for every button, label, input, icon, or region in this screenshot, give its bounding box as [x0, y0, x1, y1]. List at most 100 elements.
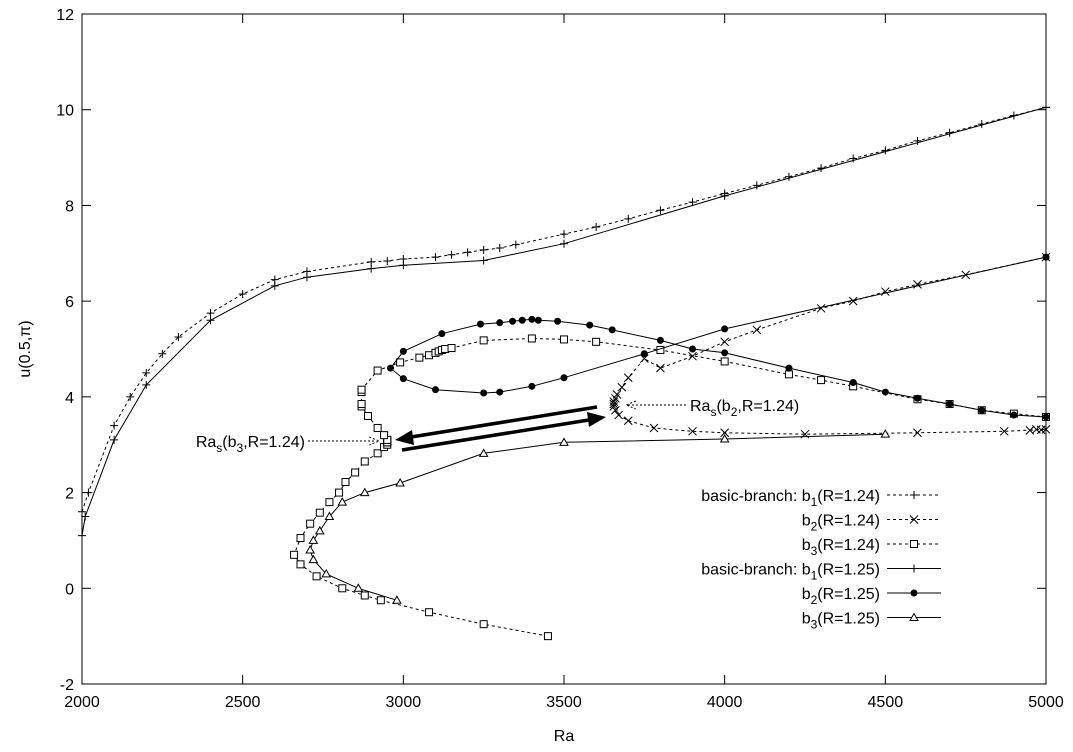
data-point — [999, 426, 1009, 436]
series-line — [293, 337, 1047, 637]
data-point — [784, 370, 793, 379]
data-point — [305, 544, 316, 554]
data-point — [206, 316, 215, 325]
data-point — [158, 349, 167, 358]
data-point — [479, 336, 488, 345]
legend-entry: b3(R=1.25) — [802, 611, 941, 632]
data-point — [1042, 413, 1050, 421]
data-point — [528, 382, 536, 390]
data-point — [399, 261, 408, 270]
data-point — [395, 477, 405, 487]
legend-entry: b2(R=1.25) — [802, 586, 941, 607]
data-point — [689, 345, 697, 353]
data-point — [367, 264, 376, 273]
data-point — [447, 344, 456, 353]
series-1 — [78, 103, 1050, 516]
data-point — [1010, 411, 1018, 419]
data-point — [719, 433, 730, 443]
legend-label: b3(R=1.25) — [802, 611, 880, 632]
data-point — [296, 534, 305, 543]
data-point — [592, 222, 601, 231]
data-point — [752, 181, 761, 190]
data-point — [528, 315, 536, 323]
data-point — [608, 326, 616, 334]
data-point — [296, 560, 305, 569]
data-point — [479, 256, 488, 265]
x-tick-label: 3500 — [546, 694, 582, 711]
annotation-ras-b3: Ras(b3,R=1.24) — [196, 434, 305, 455]
data-point — [978, 406, 986, 414]
y-tick-label: 4 — [65, 390, 74, 407]
data-point — [752, 325, 762, 335]
data-point — [325, 498, 334, 507]
data-point — [624, 214, 633, 223]
data-point — [496, 319, 504, 327]
arrow-left-line — [404, 405, 598, 440]
data-point — [238, 289, 247, 298]
data-point — [206, 309, 215, 318]
legend-entry: b3(R=1.24) — [802, 537, 941, 558]
data-point — [324, 511, 335, 520]
data-point — [373, 423, 382, 432]
data-point — [848, 296, 858, 306]
data-point — [720, 428, 730, 438]
series-line — [81, 106, 1047, 536]
legend-label: basic-branch: b1(R=1.25) — [701, 562, 880, 583]
data-point — [126, 392, 135, 401]
data-point — [337, 497, 348, 506]
series-line — [81, 106, 1047, 512]
data-point — [438, 330, 446, 338]
data-point — [478, 448, 489, 457]
data-point — [560, 335, 568, 344]
data-point — [431, 253, 440, 262]
series-line — [389, 256, 1047, 418]
y-tick-label: 8 — [65, 198, 74, 215]
data-point — [554, 317, 562, 325]
data-point — [270, 281, 279, 290]
data-point — [534, 316, 542, 324]
data-point — [351, 468, 360, 477]
y-axis-label: u(0.5,π) — [17, 320, 34, 377]
legend-marker — [910, 589, 918, 597]
data-point — [656, 336, 664, 344]
data-point — [308, 535, 319, 544]
data-point — [640, 350, 648, 358]
data-point — [78, 507, 86, 516]
data-point — [721, 325, 729, 333]
data-point — [509, 317, 517, 325]
data-point — [363, 412, 372, 420]
data-point — [612, 390, 622, 399]
series-3 — [290, 334, 1050, 641]
data-point — [447, 250, 456, 259]
data-point — [353, 583, 364, 592]
data-point — [479, 245, 488, 254]
data-point — [380, 431, 389, 440]
legend-marker — [910, 540, 918, 548]
annotations: Ras(b3,R=1.24) Ras(b2,R=1.24) — [196, 398, 799, 455]
data-point — [399, 347, 407, 355]
data-point — [425, 608, 434, 617]
series-layer — [78, 103, 1051, 641]
data-point — [341, 478, 350, 487]
data-point — [688, 198, 697, 207]
data-point — [479, 620, 488, 629]
data-point — [386, 364, 394, 372]
data-point — [560, 230, 568, 239]
data-point — [359, 487, 370, 497]
data-point — [1042, 103, 1050, 112]
data-point — [383, 256, 392, 265]
data-point — [480, 389, 488, 397]
data-point — [399, 375, 407, 383]
legend-marker — [910, 491, 918, 499]
x-axis-label: Ra — [554, 728, 575, 745]
series-6 — [305, 429, 891, 604]
data-point — [1042, 253, 1050, 261]
data-point — [476, 320, 484, 328]
x-tick-label: 2000 — [64, 694, 100, 711]
data-point — [720, 337, 730, 347]
data-point — [720, 357, 729, 366]
x-tick-label: 4000 — [707, 694, 743, 711]
data-point — [357, 385, 366, 394]
data-point — [1041, 425, 1051, 434]
